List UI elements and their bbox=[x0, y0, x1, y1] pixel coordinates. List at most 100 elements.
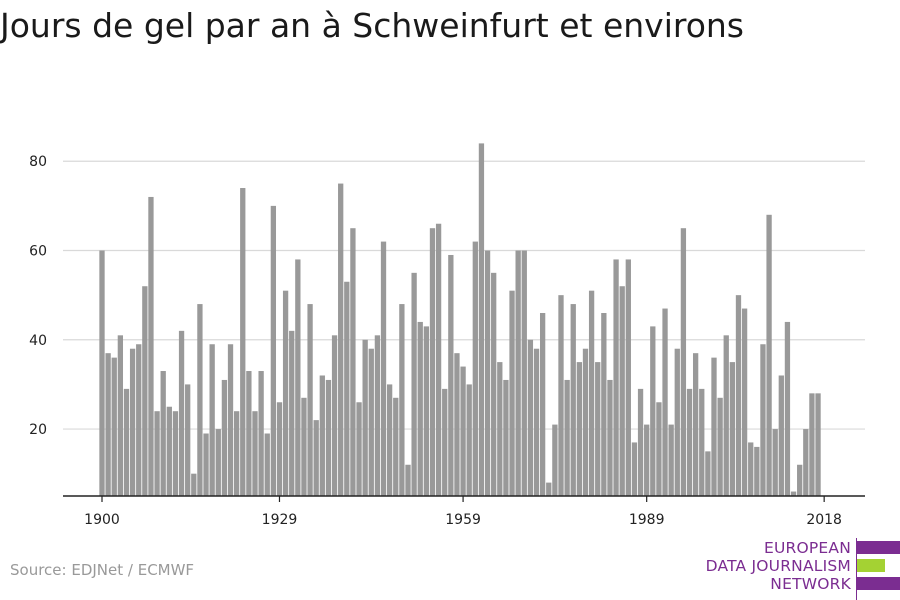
bar-2011 bbox=[778, 375, 784, 496]
logo-line-european: EUROPEAN bbox=[763, 539, 851, 557]
bar-1970 bbox=[527, 339, 534, 496]
bar-1925 bbox=[252, 411, 258, 496]
bar-2015 bbox=[803, 429, 809, 496]
bar-1993 bbox=[668, 424, 674, 496]
bar-1915 bbox=[191, 473, 197, 496]
bar-1947 bbox=[386, 384, 393, 496]
bar-1956 bbox=[442, 388, 448, 496]
x-tick-label-1900: 1900 bbox=[84, 512, 120, 528]
bar-2008 bbox=[760, 344, 766, 496]
bar-1954 bbox=[429, 228, 436, 496]
bar-1996 bbox=[686, 388, 693, 496]
bar-1934 bbox=[307, 304, 313, 496]
bar-1907 bbox=[142, 286, 148, 496]
bar-1990 bbox=[650, 326, 656, 496]
bar-2009 bbox=[766, 214, 772, 497]
bar-1939 bbox=[338, 183, 344, 496]
logo-line-network: NETWORK bbox=[770, 575, 851, 593]
bar-1966 bbox=[503, 379, 509, 496]
bar-1905 bbox=[129, 348, 136, 496]
bar-1974 bbox=[552, 424, 558, 496]
bar-2004 bbox=[735, 295, 742, 496]
bar-1941 bbox=[350, 228, 356, 496]
bar-1978 bbox=[576, 362, 583, 496]
bar-1958 bbox=[454, 353, 460, 496]
bar-1912 bbox=[172, 411, 179, 496]
bar-1940 bbox=[344, 281, 350, 496]
bar-1964 bbox=[491, 272, 497, 496]
bar-1944 bbox=[368, 348, 374, 496]
bar-1900 bbox=[99, 250, 105, 496]
x-tick-label-1959: 1959 bbox=[445, 512, 481, 528]
bar-1986 bbox=[625, 259, 631, 496]
bar-1936 bbox=[319, 375, 325, 496]
bar-2005 bbox=[741, 308, 748, 496]
bar-1926 bbox=[258, 371, 264, 496]
bar-1989 bbox=[644, 424, 650, 496]
bar-1972 bbox=[539, 313, 546, 496]
bar-1918 bbox=[209, 344, 215, 496]
bar-1995 bbox=[680, 228, 687, 496]
bar-1937 bbox=[325, 379, 332, 496]
bar-1983 bbox=[607, 379, 613, 496]
y-tick-label-20: 20 bbox=[29, 422, 47, 438]
bar-2014 bbox=[797, 464, 803, 496]
bar-1971 bbox=[533, 348, 540, 496]
bar-1977 bbox=[570, 304, 576, 496]
bar-2012 bbox=[784, 321, 791, 496]
bar-1982 bbox=[601, 313, 607, 496]
bar-1951 bbox=[411, 272, 417, 496]
x-tick-label-1929: 1929 bbox=[262, 512, 298, 528]
bar-1904 bbox=[123, 388, 130, 496]
bar-1938 bbox=[331, 335, 338, 496]
bar-1909 bbox=[154, 411, 160, 496]
bar-1967 bbox=[509, 290, 515, 496]
bar-1906 bbox=[136, 344, 142, 496]
logo-bar-bottom bbox=[857, 577, 900, 590]
bar-1948 bbox=[393, 397, 399, 496]
bar-1969 bbox=[521, 250, 527, 496]
bar-1930 bbox=[282, 290, 289, 496]
bar-1924 bbox=[246, 371, 252, 496]
bar-1973 bbox=[546, 482, 552, 496]
bar-1923 bbox=[240, 188, 246, 496]
bar-1999 bbox=[705, 451, 711, 496]
bar-1921 bbox=[227, 344, 234, 496]
bar-1950 bbox=[405, 464, 411, 496]
bar-1997 bbox=[692, 353, 699, 496]
bar-1962 bbox=[478, 143, 485, 496]
bar-1998 bbox=[699, 388, 705, 496]
bar-1988 bbox=[637, 388, 644, 496]
x-tick-label-1989: 1989 bbox=[629, 512, 665, 528]
logo-bar-top bbox=[857, 541, 900, 554]
bars bbox=[99, 143, 821, 497]
bar-1910 bbox=[160, 371, 166, 496]
bar-1922 bbox=[233, 411, 240, 496]
bar-2017 bbox=[815, 393, 821, 496]
bar-2000 bbox=[711, 357, 717, 496]
bar-1955 bbox=[435, 223, 442, 497]
bar-1920 bbox=[221, 379, 228, 496]
bar-2001 bbox=[717, 397, 723, 496]
bar-1965 bbox=[497, 362, 503, 496]
bar-2002 bbox=[723, 335, 729, 496]
bar-2003 bbox=[729, 362, 736, 496]
bar-1963 bbox=[484, 250, 491, 496]
bar-1984 bbox=[613, 259, 619, 496]
bar-1961 bbox=[472, 241, 478, 496]
bar-1959 bbox=[460, 366, 466, 496]
bar-1975 bbox=[558, 295, 564, 496]
bar-1917 bbox=[203, 433, 209, 496]
logo-bar-middle bbox=[857, 559, 885, 572]
bar-2013 bbox=[790, 491, 797, 496]
logo-divider bbox=[856, 538, 857, 600]
bar-1979 bbox=[582, 348, 589, 496]
bar-1927 bbox=[264, 433, 270, 496]
bar-1901 bbox=[105, 353, 111, 496]
bar-1992 bbox=[662, 308, 668, 496]
bar-1981 bbox=[595, 362, 601, 496]
chart-title: Jours de gel par an à Schweinfurt et env… bbox=[0, 6, 744, 45]
bar-1985 bbox=[619, 286, 625, 496]
bar-1929 bbox=[276, 402, 283, 496]
bar-1902 bbox=[111, 357, 117, 496]
